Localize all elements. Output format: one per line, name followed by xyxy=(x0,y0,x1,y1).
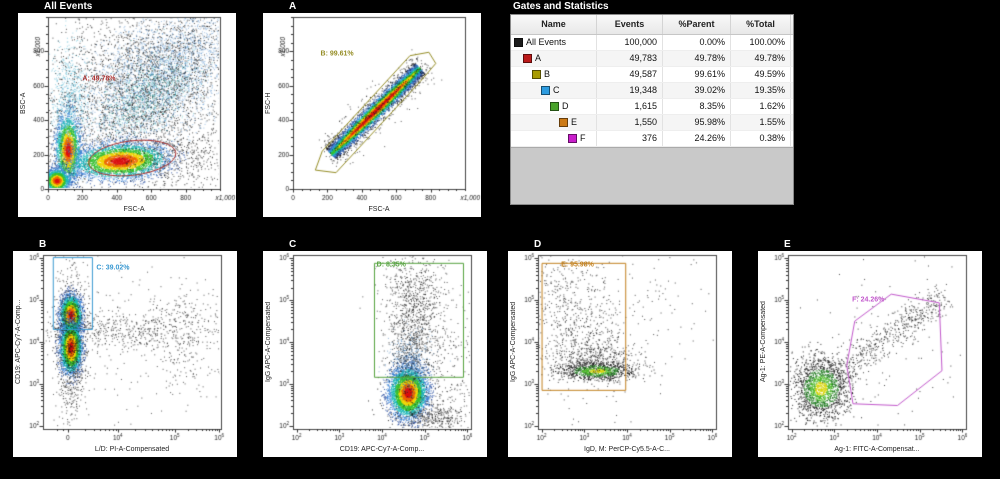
column-header-parent[interactable]: %Parent xyxy=(663,15,731,34)
percent-total: 49.78% xyxy=(731,51,791,66)
plot-panel-E: E F: 24.26% Ag-1: PE-A-Compensated Ag-1:… xyxy=(758,238,982,457)
table-row[interactable]: F 376 24.26% 0.38% xyxy=(511,131,793,147)
x-axis-title: Ag-1: FITC-A-Compensat... xyxy=(834,446,920,453)
y-axis-title: IgG APC-A-Compensated xyxy=(265,301,272,383)
plot-area: C: 39.02% CD19: APC-Cy7-A-Comp... L/D: P… xyxy=(13,251,237,457)
y-axis-title: FSC-H xyxy=(265,92,272,114)
x-axis-title: L/D: PI-A-Compensated xyxy=(94,446,170,453)
gates-statistics-panel: Gates and Statistics Name Events %Parent… xyxy=(510,0,794,205)
table-row[interactable]: D 1,615 8.35% 1.62% xyxy=(511,99,793,115)
percent-parent: 24.26% xyxy=(663,131,731,146)
x-axis-title: FSC-A xyxy=(123,206,145,213)
gate-color-swatch xyxy=(523,54,532,63)
gate-name: C xyxy=(553,85,560,95)
plot-panel-all-events: All Events A: 49.78% BSC-A FSC-A xyxy=(18,0,236,217)
plot-area: E: 95.98% IgG APC-A-Compensated IgD, M: … xyxy=(508,251,732,457)
plot-panel-B: B C: 39.02% CD19: APC-Cy7-A-Comp... L/D:… xyxy=(13,238,237,457)
table-row[interactable]: All Events 100,000 0.00% 100.00% xyxy=(511,35,793,51)
gate-color-swatch xyxy=(559,118,568,127)
stats-table: Name Events %Parent %Total All Events 100… xyxy=(510,14,794,205)
plot-area: F: 24.26% Ag-1: PE-A-Compensated Ag-1: F… xyxy=(758,251,982,457)
gate-label-A[interactable]: A: 49.78% xyxy=(82,75,116,83)
events-count: 19,348 xyxy=(597,83,663,98)
scatter-plot-canvas[interactable] xyxy=(758,251,982,445)
x-axis-title: FSC-A xyxy=(368,206,390,213)
gate-name: A xyxy=(535,53,542,63)
gate-label-B[interactable]: B: 99.61% xyxy=(320,50,354,58)
y-axis-title: BSC-A xyxy=(20,92,27,114)
gate-color-swatch xyxy=(568,134,577,143)
gate-name: All Events xyxy=(526,37,567,47)
plot-title: E xyxy=(784,239,791,250)
events-count: 1,615 xyxy=(597,99,663,114)
events-count: 49,587 xyxy=(597,67,663,82)
table-filler xyxy=(511,147,793,204)
percent-parent: 95.98% xyxy=(663,115,731,130)
plot-area: B: 99.61% FSC-H FSC-A xyxy=(263,13,481,217)
gate-color-swatch xyxy=(550,102,559,111)
gate-label-F[interactable]: F: 24.26% xyxy=(852,296,885,304)
percent-parent: 39.02% xyxy=(663,83,731,98)
table-row[interactable]: B 49,587 99.61% 49.59% xyxy=(511,67,793,83)
gate-color-swatch xyxy=(514,38,523,47)
percent-total: 1.55% xyxy=(731,115,791,130)
events-count: 1,550 xyxy=(597,115,663,130)
plot-panel-C: C D: 8.35% IgG APC-A-Compensated CD19: A… xyxy=(263,238,487,457)
percent-total: 1.62% xyxy=(731,99,791,114)
gate-label-E[interactable]: E: 95.98% xyxy=(561,261,594,269)
percent-total: 100.00% xyxy=(731,35,791,50)
events-count: 49,783 xyxy=(597,51,663,66)
plot-panel-D: D E: 95.98% IgG APC-A-Compensated IgD, M… xyxy=(508,238,732,457)
column-header-total[interactable]: %Total xyxy=(731,15,791,34)
events-count: 376 xyxy=(597,131,663,146)
plot-title: All Events xyxy=(44,1,93,12)
x-axis-title: CD19: APC-Cy7-A-Comp... xyxy=(339,446,425,453)
table-row[interactable]: C 19,348 39.02% 19.35% xyxy=(511,83,793,99)
table-body: All Events 100,000 0.00% 100.00% A 49,783 49.7… xyxy=(511,35,793,147)
plot-panel-A: A B: 99.61% FSC-H FSC-A xyxy=(263,0,481,217)
percent-parent: 0.00% xyxy=(663,35,731,50)
gate-name: D xyxy=(562,101,569,111)
y-axis-title: IgG APC-A-Compensated xyxy=(510,301,517,383)
gate-color-swatch xyxy=(541,86,550,95)
column-header-events[interactable]: Events xyxy=(597,15,663,34)
x-axis-title: IgD, M: PerCP-Cy5.5-A-C... xyxy=(584,446,670,453)
gate-color-swatch xyxy=(532,70,541,79)
column-header-name[interactable]: Name xyxy=(511,15,597,34)
percent-parent: 8.35% xyxy=(663,99,731,114)
y-axis-title: CD19: APC-Cy7-A-Comp... xyxy=(15,299,22,385)
plot-area: A: 49.78% BSC-A FSC-A xyxy=(18,13,236,217)
percent-parent: 99.61% xyxy=(663,67,731,82)
scatter-plot-canvas[interactable] xyxy=(13,251,237,445)
scatter-plot-canvas[interactable] xyxy=(18,13,236,205)
percent-total: 19.35% xyxy=(731,83,791,98)
plot-area: D: 8.35% IgG APC-A-Compensated CD19: APC… xyxy=(263,251,487,457)
plot-title: C xyxy=(289,239,297,250)
scatter-plot-canvas[interactable] xyxy=(263,13,481,205)
plot-title: D xyxy=(534,239,542,250)
events-count: 100,000 xyxy=(597,35,663,50)
gate-name: F xyxy=(580,133,586,143)
table-header-row: Name Events %Parent %Total xyxy=(511,15,793,35)
percent-total: 0.38% xyxy=(731,131,791,146)
gate-name: E xyxy=(571,117,578,127)
scatter-plot-canvas[interactable] xyxy=(263,251,487,445)
plot-title: A xyxy=(289,1,297,12)
gate-label-C[interactable]: C: 39.02% xyxy=(96,264,130,272)
y-axis-title: Ag-1: PE-A-Compensated xyxy=(760,301,767,383)
gate-name: B xyxy=(544,69,551,79)
scatter-plot-canvas[interactable] xyxy=(508,251,732,445)
plot-title: B xyxy=(39,239,47,250)
table-row[interactable]: E 1,550 95.98% 1.55% xyxy=(511,115,793,131)
percent-parent: 49.78% xyxy=(663,51,731,66)
gate-label-D[interactable]: D: 8.35% xyxy=(376,261,406,269)
table-title: Gates and Statistics xyxy=(510,0,794,14)
table-row[interactable]: A 49,783 49.78% 49.78% xyxy=(511,51,793,67)
percent-total: 49.59% xyxy=(731,67,791,82)
